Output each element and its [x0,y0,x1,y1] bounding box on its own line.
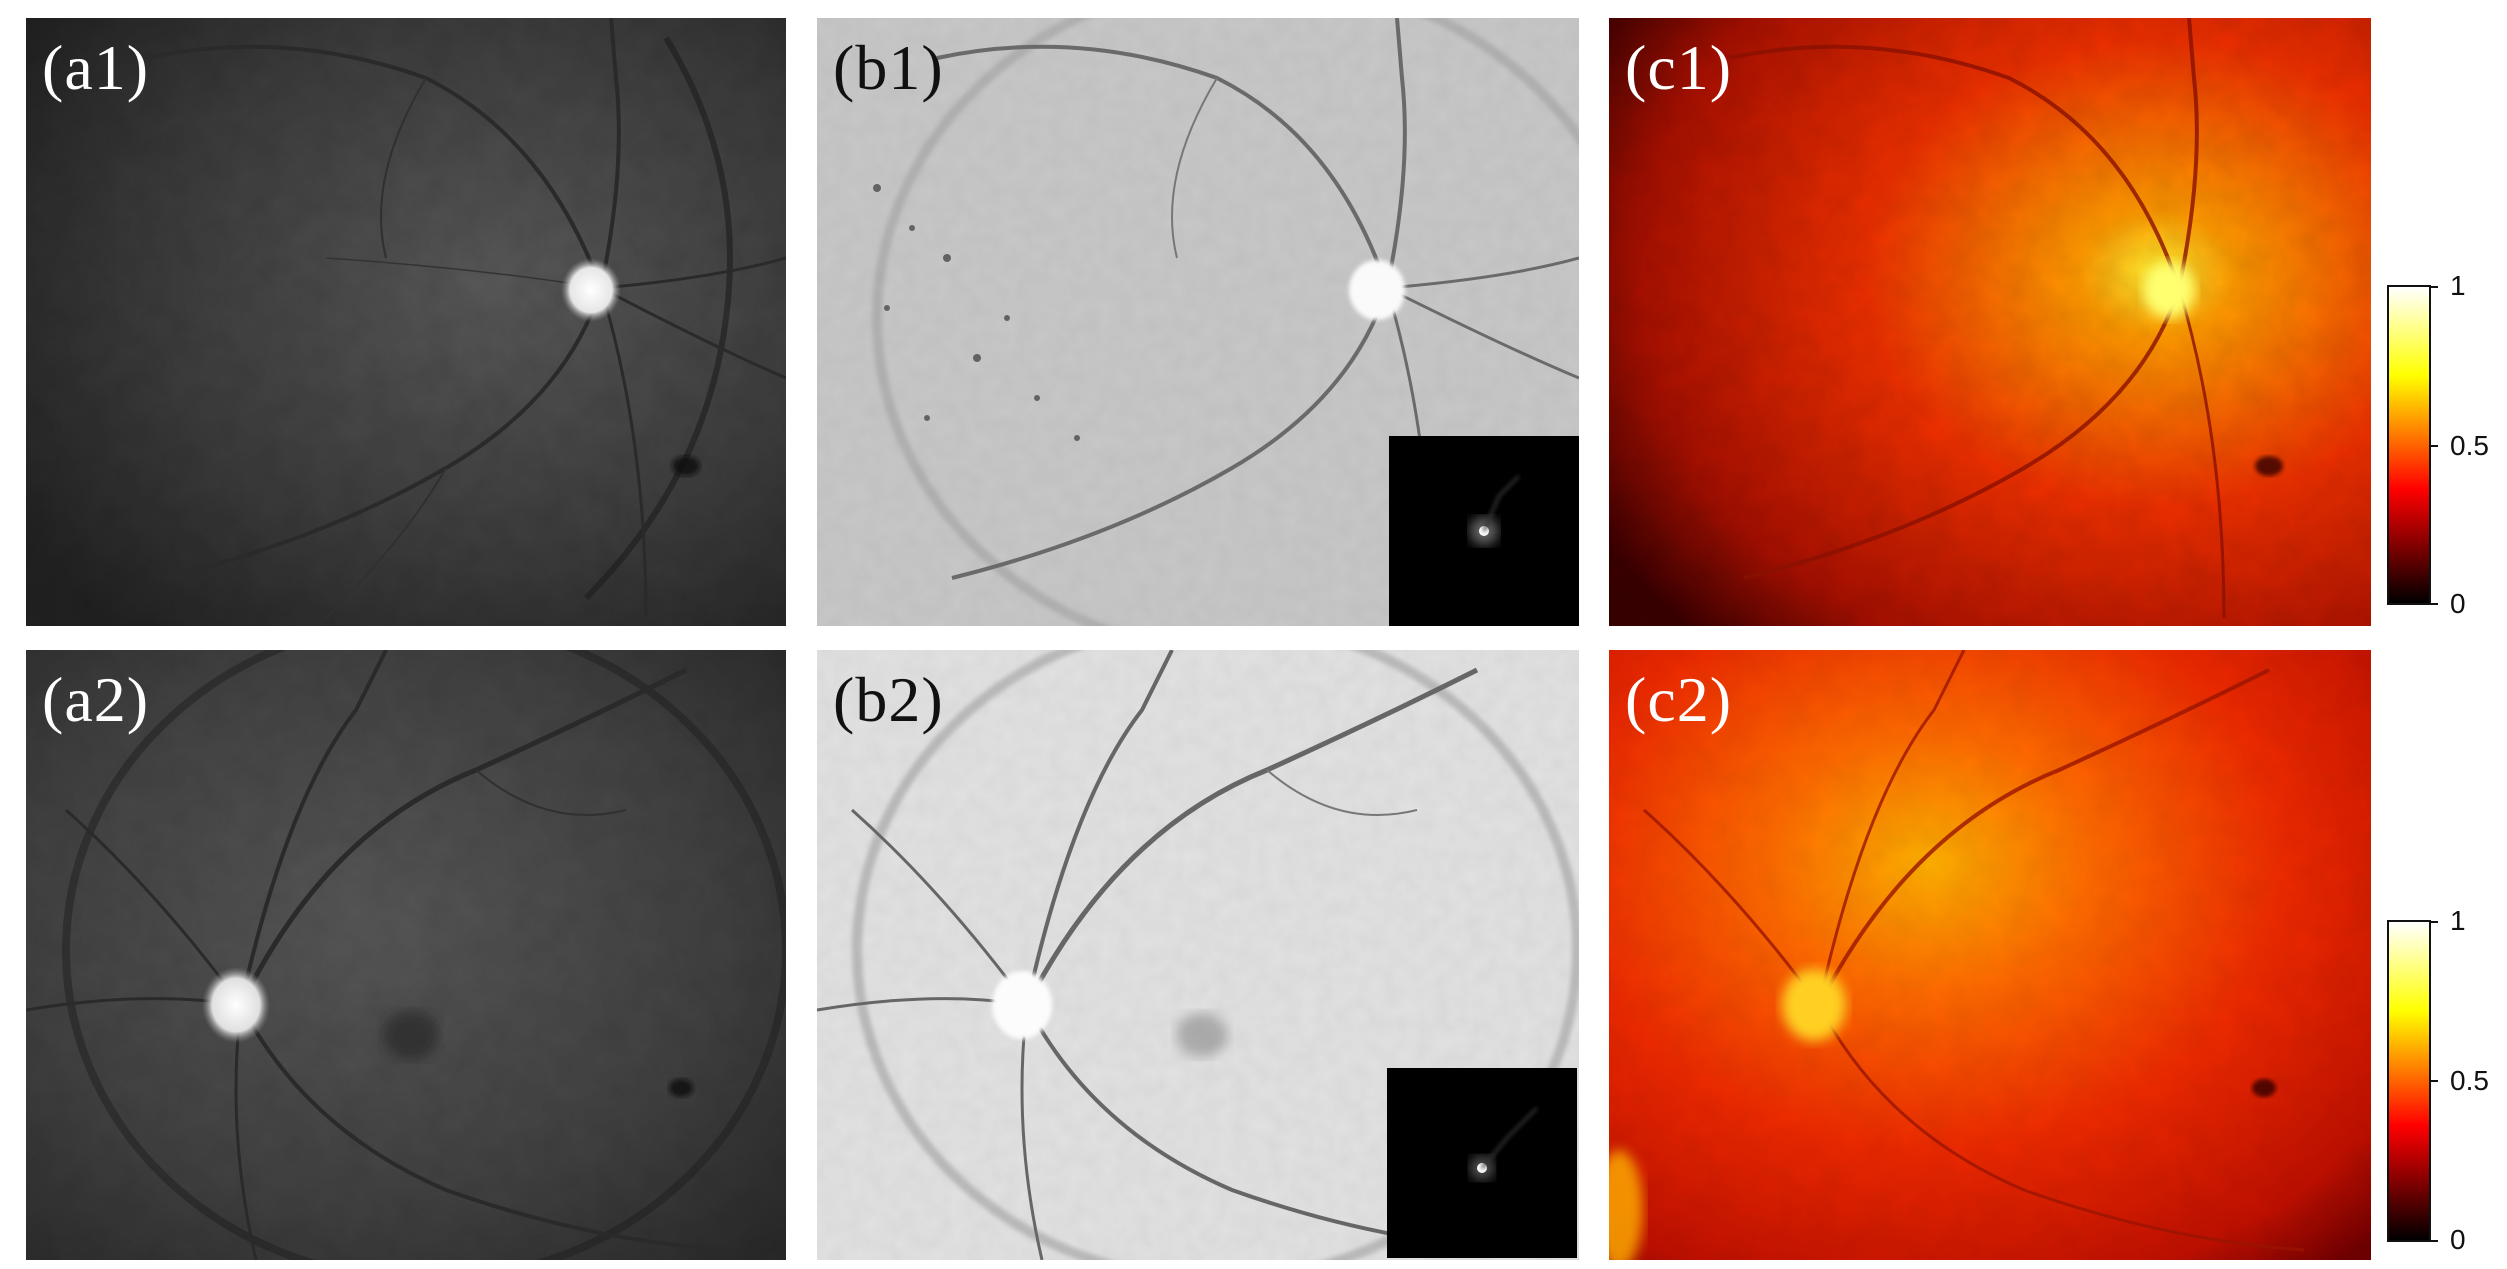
colorbar-tick-label: 1 [2450,270,2466,301]
colorbar-tickmark [2431,445,2438,447]
colorbar-1 [2387,285,2431,605]
colorbar-tick-label: 0.5 [2450,1065,2489,1096]
colorbar-tick-label: 0 [2450,588,2466,619]
colorbar-2 [2387,920,2431,1242]
colorbar-tickmark [2431,286,2438,288]
panel-c1-heatmap: (c1) [1609,18,2371,626]
panel-b1-fundus-enhanced: (b1) [817,18,1579,626]
colorbar-tickmark [2431,1080,2438,1082]
colorbar-tickmark [2431,1240,2438,1242]
panel-a2-fundus-grayscale: (a2) [26,650,786,1260]
colorbar-tickmark [2431,921,2438,923]
panel-label: (c1) [1625,32,1733,103]
panel-label: (a2) [42,664,150,735]
psf-inset [1389,436,1579,626]
colorbar-tickmark [2431,603,2438,605]
colorbar-tick-label: 1 [2450,905,2466,936]
panel-label: (a1) [42,32,150,103]
panel-label: (b1) [833,32,944,103]
colorbar-tick-label: 0 [2450,1224,2466,1255]
panel-c2-heatmap: (c2) [1609,650,2371,1260]
panel-label: (c2) [1625,664,1733,735]
panel-b2-fundus-enhanced: (b2) [817,650,1579,1260]
panel-a1-fundus-grayscale: (a1) [26,18,786,626]
panel-label: (b2) [833,664,944,735]
colorbar-tick-label: 0.5 [2450,430,2489,461]
psf-inset [1387,1068,1577,1258]
